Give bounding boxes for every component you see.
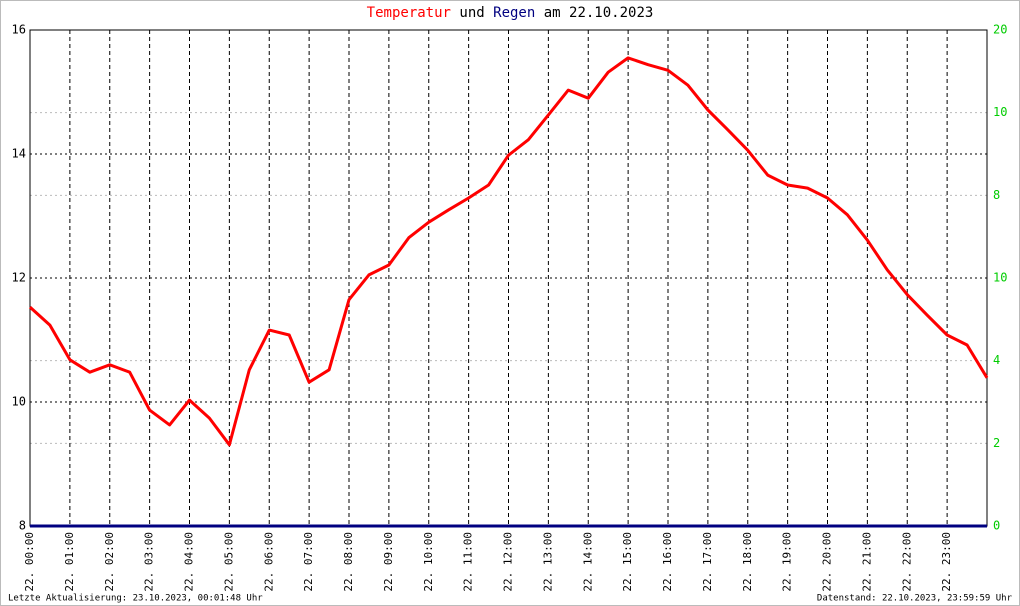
footer-left: Letzte Aktualisierung: 23.10.2023, 00:01… (8, 594, 263, 604)
x-tick-label: 22. 20:00 (821, 532, 834, 592)
title-part: Regen (493, 5, 535, 21)
y2-tick-label: 20 (993, 23, 1007, 37)
x-tick-label: 22. 19:00 (781, 532, 794, 592)
y2-tick-label: 10 (993, 271, 1007, 285)
x-tick-label: 22. 09:00 (382, 532, 395, 592)
series-line (28, 56, 989, 447)
x-tick-label: 22. 21:00 (860, 532, 873, 592)
x-tick-label: 22. 22:00 (900, 532, 913, 592)
y2-tick-label: 10 (993, 105, 1007, 119)
x-tick-label: 22. 11:00 (462, 532, 475, 592)
title-part: am 22.10.2023 (544, 5, 654, 21)
y-tick-label: 16 (12, 23, 26, 37)
x-tick-label: 22. 18:00 (741, 532, 754, 592)
x-tick-label: 22. 13:00 (541, 532, 554, 592)
x-tick-label: 22. 23:00 (940, 532, 953, 592)
x-tick-label: 22. 17:00 (701, 532, 714, 592)
y2-tick-label: 4 (993, 353, 1000, 367)
x-tick-label: 22. 05:00 (222, 532, 235, 592)
x-tick-label: 22. 07:00 (302, 532, 315, 592)
x-tick-label: 22. 14:00 (581, 532, 594, 592)
x-tick-label: 22. 16:00 (661, 532, 674, 592)
x-tick-label: 22. 04:00 (183, 532, 196, 592)
x-tick-label: 22. 00:00 (23, 532, 36, 592)
x-tick-label: 22. 12:00 (502, 532, 515, 592)
footer-right: Datenstand: 22.10.2023, 23:59:59 Uhr (817, 594, 1013, 604)
y-tick-label: 8 (19, 519, 26, 533)
x-tick-label: 22. 01:00 (63, 532, 76, 592)
title-part: und (459, 5, 484, 21)
y-tick-label: 10 (12, 395, 26, 409)
y-tick-label: 12 (12, 271, 26, 285)
title-part: Temperatur (367, 5, 451, 21)
x-tick-label: 22. 15:00 (621, 532, 634, 592)
x-tick-label: 22. 03:00 (143, 532, 156, 592)
x-tick-label: 22. 08:00 (342, 532, 355, 592)
y-tick-label: 14 (12, 147, 26, 161)
x-tick-label: 22. 02:00 (103, 532, 116, 592)
x-tick-label: 22. 06:00 (262, 532, 275, 592)
chart-title: Temperatur und Regen am 22.10.2023 (367, 5, 654, 21)
y2-tick-label: 0 (993, 519, 1000, 533)
x-tick-label: 22. 10:00 (422, 532, 435, 592)
y2-tick-label: 8 (993, 188, 1000, 202)
y2-tick-label: 2 (993, 436, 1000, 450)
